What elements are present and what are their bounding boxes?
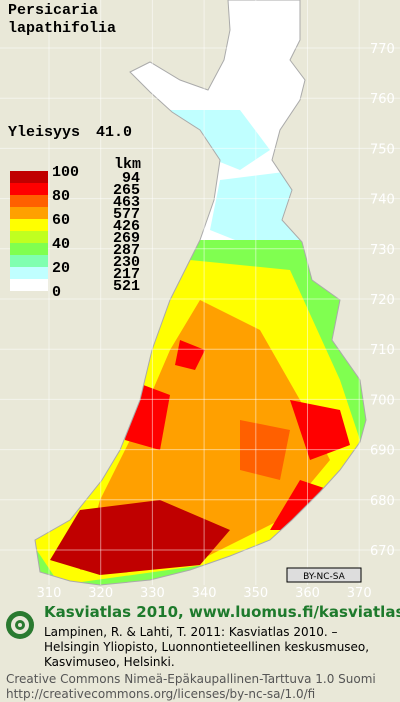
x-coordinate: 360: [295, 586, 320, 601]
legend-scale: 40: [52, 236, 70, 253]
y-coordinate: 750: [370, 142, 395, 157]
x-coordinate: 310: [37, 586, 62, 601]
legend-count: 94: [122, 170, 140, 187]
legend-count: 265: [113, 182, 140, 199]
logo: [6, 611, 34, 639]
legend-swatch: [10, 279, 48, 291]
legend-scale: 80: [52, 188, 70, 205]
frequency-value: 41.0: [96, 124, 132, 141]
license-text: Creative Commons Nimeä-Epäkaupallinen-Ta…: [6, 672, 376, 686]
legend-scale: 100: [52, 164, 79, 181]
x-coordinate: 340: [192, 586, 217, 601]
legend-count: 230: [113, 254, 140, 271]
license-badge: BY-NC-SA: [303, 572, 346, 582]
license-badge-box: [286, 567, 362, 583]
legend-count: 287: [113, 242, 140, 259]
y-coordinate: 760: [370, 92, 395, 107]
species-name: Persicaria: [8, 2, 98, 19]
legend-swatch: [10, 171, 48, 183]
x-coordinate: 370: [347, 586, 372, 601]
species-name: lapathifolia: [8, 20, 116, 37]
y-coordinate: 700: [370, 393, 395, 408]
x-coordinate: 320: [88, 586, 113, 601]
legend-count: 463: [113, 194, 140, 211]
citation: Lampinen, R. & Lahti, T. 2011: Kasviatla…: [44, 625, 338, 639]
y-coordinate: 730: [370, 243, 395, 258]
citation: Kasvimuseo, Helsinki.: [44, 655, 175, 669]
count-header: lkm: [114, 156, 141, 173]
legend-swatch: [10, 243, 48, 255]
license-url: http://creativecommons.org/licenses/by-n…: [6, 687, 315, 701]
y-coordinate: 670: [370, 544, 395, 559]
legend-scale: 60: [52, 212, 70, 229]
legend-scale: 0: [52, 284, 61, 301]
legend-swatch: [10, 255, 48, 267]
x-coordinate: 350: [243, 586, 268, 601]
legend-scale: 20: [52, 260, 70, 277]
legend-swatch: [10, 219, 48, 231]
citation: Helsingin Yliopisto, Luonnontieteellinen…: [44, 640, 369, 654]
y-coordinate: 770: [370, 42, 395, 57]
legend-swatch: [10, 195, 48, 207]
footer-heading: Kasviatlas 2010, www.luomus.fi/kasviatla…: [44, 603, 400, 621]
legend-swatch: [10, 231, 48, 243]
legend-swatch: [10, 183, 48, 195]
y-coordinate: 690: [370, 444, 395, 459]
y-coordinate: 720: [370, 293, 395, 308]
legend-count: 269: [113, 230, 140, 247]
legend-count: 577: [113, 206, 140, 223]
y-coordinate: 710: [370, 343, 395, 358]
legend-swatch: [10, 207, 48, 219]
y-coordinate: 680: [370, 494, 395, 509]
legend-count: 521: [113, 278, 140, 295]
x-coordinate: 330: [140, 586, 165, 601]
legend-swatch: [10, 267, 48, 279]
frequency-label: Yleisyys: [8, 124, 80, 141]
y-coordinate: 740: [370, 193, 395, 208]
legend-count: 426: [113, 218, 140, 235]
legend-count: 217: [113, 266, 140, 283]
